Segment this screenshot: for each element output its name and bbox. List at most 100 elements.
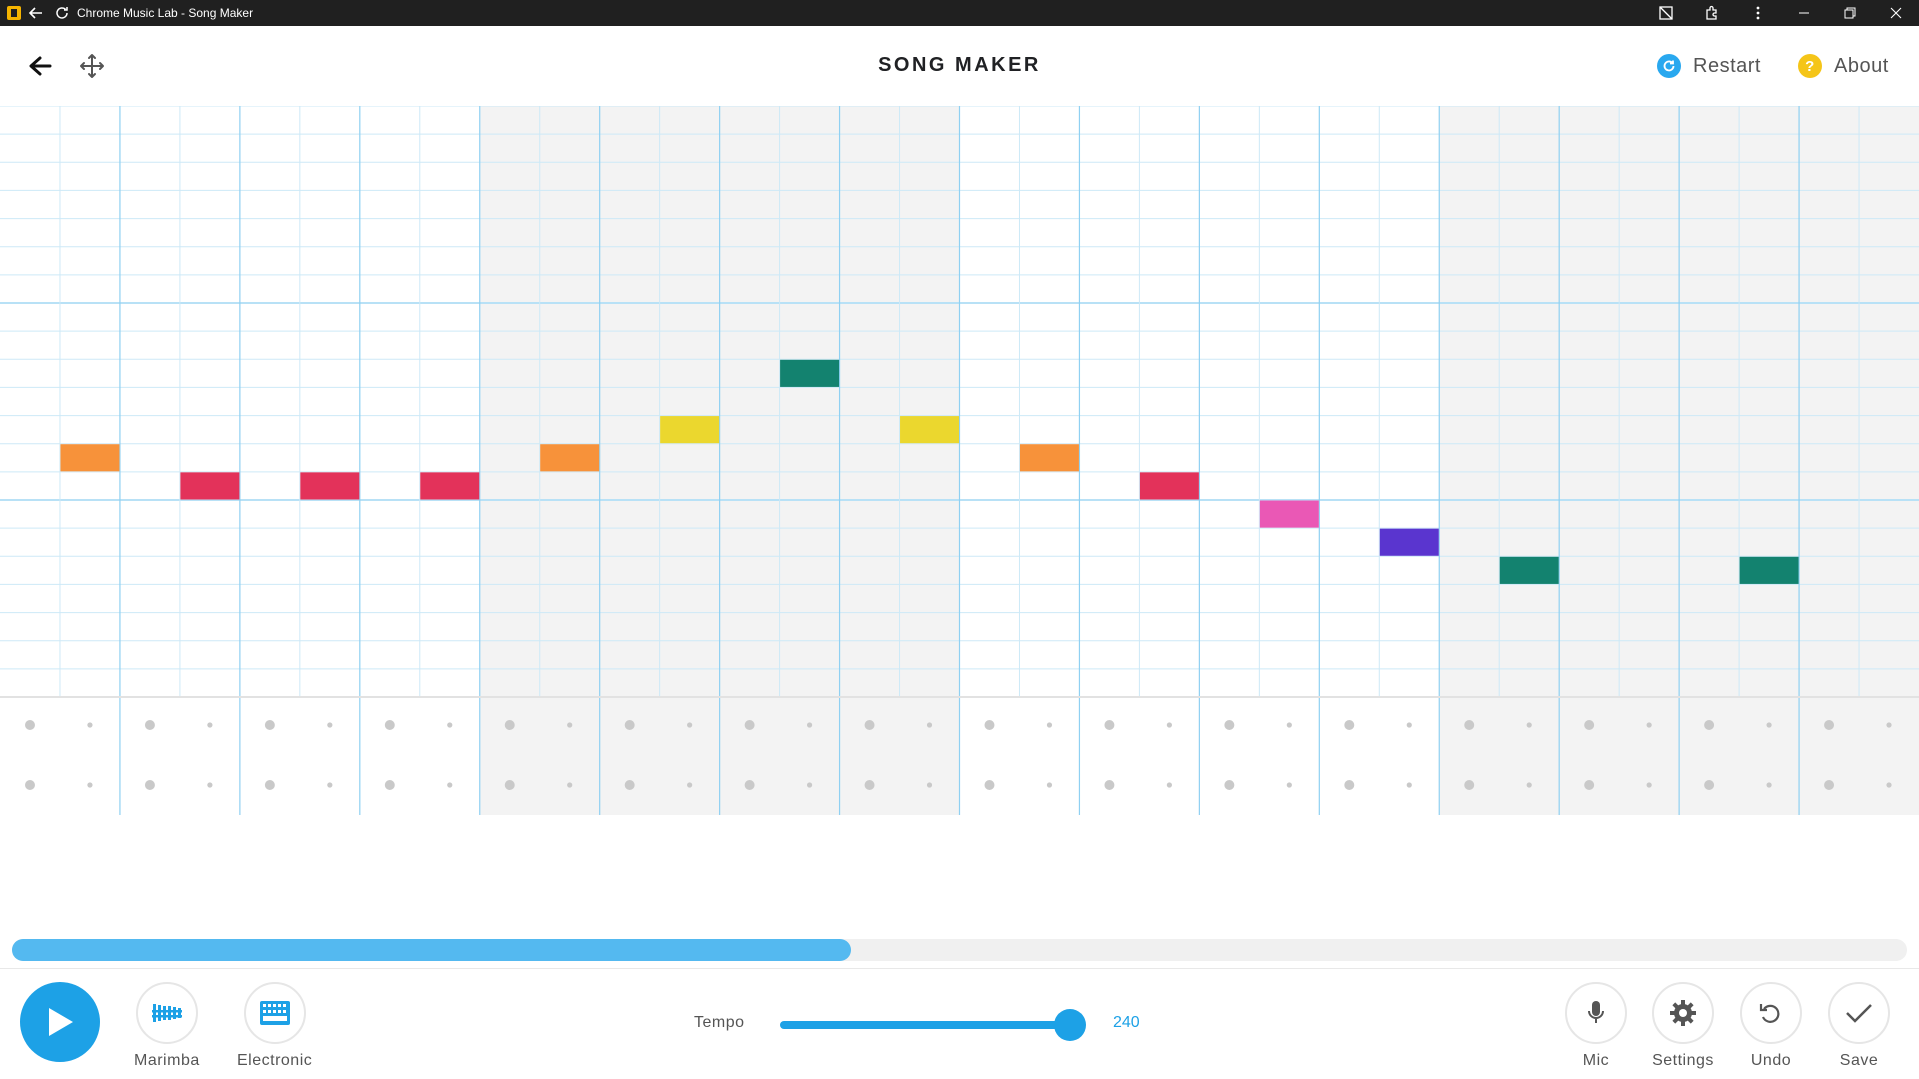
percussion-dot xyxy=(207,722,213,728)
percussion-dot xyxy=(567,782,573,788)
tempo-slider-handle[interactable] xyxy=(1053,1009,1086,1041)
close-icon xyxy=(1890,7,1902,19)
restart-icon xyxy=(1657,54,1681,78)
percussion-dot xyxy=(1766,782,1772,788)
percussion-dot xyxy=(144,780,155,790)
percussion-dot xyxy=(1584,720,1595,730)
menu-button[interactable] xyxy=(1735,0,1781,26)
no-screenshot-button[interactable] xyxy=(1643,0,1689,26)
back-button[interactable] xyxy=(22,50,58,82)
save-button[interactable]: Save xyxy=(1828,982,1890,1070)
window-titlebar: Chrome Music Lab - Song Maker xyxy=(0,0,1919,26)
note-block xyxy=(60,444,120,472)
settings-label: Settings xyxy=(1652,1052,1714,1069)
percussion-dot xyxy=(1526,782,1532,788)
browser-back-button[interactable] xyxy=(21,0,51,26)
window-title: Chrome Music Lab - Song Maker xyxy=(77,6,254,20)
note-block xyxy=(1739,556,1799,584)
restore-icon xyxy=(1844,7,1856,19)
note-block xyxy=(1259,500,1319,528)
minimize-button[interactable] xyxy=(1781,0,1827,26)
note-block xyxy=(1499,556,1559,584)
percussion-dot xyxy=(864,780,875,790)
percussion-dot xyxy=(1286,722,1292,728)
percussion-dot xyxy=(806,782,813,788)
note-block xyxy=(420,472,480,500)
percussion-dot xyxy=(806,722,813,728)
gear-icon xyxy=(1652,982,1714,1044)
mic-icon xyxy=(1565,982,1627,1044)
percussion-dot xyxy=(1886,722,1892,728)
save-label: Save xyxy=(1839,1052,1879,1069)
percussion-dot xyxy=(1166,722,1172,728)
footer-toolbar: Marimba Electronic Tempo 240 Mic Setting… xyxy=(0,968,1919,1079)
restart-button[interactable]: Restart xyxy=(1657,52,1761,80)
restart-label: Restart xyxy=(1693,54,1761,77)
percussion-dot xyxy=(24,720,35,730)
instrument-electronic[interactable]: Electronic xyxy=(237,982,312,1070)
tempo-slider-track[interactable] xyxy=(780,1021,1085,1029)
percussion-dot xyxy=(87,782,93,788)
percussion-dot xyxy=(207,782,213,788)
settings-button[interactable]: Settings xyxy=(1652,982,1714,1070)
percussion-dot xyxy=(264,720,275,730)
move-button[interactable] xyxy=(74,50,110,82)
percussion-dot xyxy=(1704,780,1715,790)
instrument-label: Electronic xyxy=(237,1052,313,1069)
note-block xyxy=(540,444,600,472)
percussion-dot xyxy=(864,720,875,730)
percussion-dot xyxy=(624,720,635,730)
percussion-dot xyxy=(504,780,515,790)
song-scrollbar[interactable] xyxy=(12,939,1907,961)
close-button[interactable] xyxy=(1873,0,1919,26)
play-button[interactable] xyxy=(20,982,100,1062)
percussion-dot xyxy=(624,780,635,790)
electronic-icon xyxy=(243,982,306,1044)
song-grid[interactable] xyxy=(0,106,1919,815)
undo-button[interactable]: Undo xyxy=(1740,982,1802,1070)
percussion-dot xyxy=(1406,782,1412,788)
percussion-dot xyxy=(1646,722,1652,728)
app-header: SONG MAKER Restart ? About xyxy=(0,26,1919,106)
percussion-dot xyxy=(984,780,995,790)
about-button[interactable]: ? About xyxy=(1798,52,1889,80)
instrument-marimba[interactable]: Marimba xyxy=(134,982,200,1070)
restore-button[interactable] xyxy=(1827,0,1873,26)
percussion-dot xyxy=(384,780,395,790)
percussion-dot xyxy=(1224,780,1235,790)
percussion-dot xyxy=(447,722,453,728)
scrollbar-thumb[interactable] xyxy=(12,939,852,961)
note-block xyxy=(180,472,240,500)
check-icon xyxy=(1828,982,1890,1044)
percussion-dot xyxy=(567,722,573,728)
extensions-button[interactable] xyxy=(1689,0,1735,26)
percussion-dot xyxy=(1464,780,1475,790)
percussion-dot xyxy=(926,722,933,728)
app-icon xyxy=(7,6,21,20)
puzzle-icon xyxy=(1706,5,1717,20)
about-label: About xyxy=(1834,54,1889,77)
percussion-dot xyxy=(1824,780,1835,790)
mic-label: Mic xyxy=(1582,1052,1610,1069)
mic-button[interactable]: Mic xyxy=(1565,982,1627,1070)
reload-button[interactable] xyxy=(51,0,73,26)
undo-icon xyxy=(1740,982,1802,1044)
percussion-dot xyxy=(504,720,515,730)
percussion-dot xyxy=(1224,720,1235,730)
percussion-dot xyxy=(1584,780,1595,790)
percussion-dot xyxy=(1824,720,1835,730)
percussion-dot xyxy=(384,720,395,730)
percussion-dot xyxy=(1166,782,1172,788)
note-block xyxy=(300,472,360,500)
percussion-dot xyxy=(1344,720,1355,730)
tempo-label: Tempo xyxy=(694,1014,745,1031)
note-block xyxy=(1379,528,1439,556)
percussion-dot xyxy=(1046,722,1053,728)
percussion-dot xyxy=(327,722,333,728)
tempo-value: 240 xyxy=(1113,1014,1140,1031)
percussion-dot xyxy=(24,780,35,790)
percussion-dot xyxy=(264,780,275,790)
minimize-icon xyxy=(1799,12,1809,14)
percussion-dot xyxy=(744,720,755,730)
percussion-dot xyxy=(926,782,933,788)
